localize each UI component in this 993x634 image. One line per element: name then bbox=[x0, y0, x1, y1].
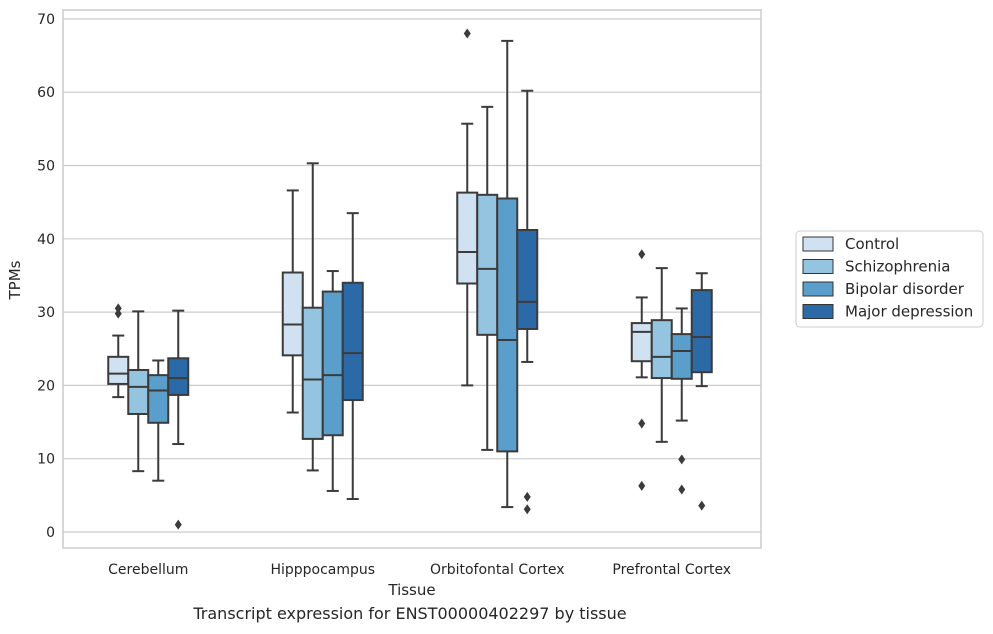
box-2-2 bbox=[496, 39, 519, 509]
box-3-0 bbox=[630, 249, 653, 491]
box-2-3 bbox=[516, 89, 539, 515]
outlier-point bbox=[638, 480, 646, 491]
box-iqr bbox=[456, 191, 479, 285]
legend-frame bbox=[795, 230, 984, 328]
y-tick-label: 20 bbox=[37, 378, 55, 394]
x-tick-labels: Cerebellum Hipppocampus Orbitofontal Corte… bbox=[108, 562, 731, 578]
x-tick-label: Prefrontal Cortex bbox=[612, 562, 731, 578]
x-tick-label: Hipppocampus bbox=[270, 562, 375, 578]
legend-swatch bbox=[802, 304, 834, 319]
y-tick-label: 40 bbox=[37, 232, 55, 248]
outlier-point bbox=[114, 303, 122, 314]
outlier-point bbox=[638, 418, 646, 429]
legend-label: Bipolar disorder bbox=[845, 280, 965, 298]
outlier-point bbox=[678, 484, 686, 495]
box-iqr bbox=[630, 322, 653, 363]
outlier-point bbox=[523, 504, 531, 515]
box-iqr bbox=[670, 333, 693, 380]
box-0-3 bbox=[167, 309, 190, 530]
figure-caption: Transcript expression for ENST0000040229… bbox=[193, 604, 627, 623]
outlier-point bbox=[463, 28, 471, 39]
y-tick-label: 60 bbox=[37, 85, 55, 101]
plot-background bbox=[62, 9, 762, 549]
box-3-1 bbox=[650, 267, 673, 443]
box-iqr bbox=[107, 355, 130, 385]
legend-swatch bbox=[802, 281, 834, 297]
y-axis-label: TPMs bbox=[6, 260, 24, 300]
outlier-point bbox=[523, 491, 531, 502]
box-3-2 bbox=[670, 307, 693, 495]
outlier-point bbox=[174, 519, 182, 530]
box-iqr bbox=[127, 369, 150, 415]
legend: Control Schizophrenia Bipolar disorder Majo… bbox=[795, 230, 984, 328]
outlier-point bbox=[698, 500, 706, 511]
outlier-point bbox=[638, 249, 646, 260]
box-3-3 bbox=[690, 272, 713, 511]
outlier-point bbox=[114, 308, 122, 319]
box-iqr bbox=[281, 271, 304, 357]
y-tick-label: 10 bbox=[37, 452, 55, 468]
box-1-0 bbox=[281, 189, 304, 414]
box-1-3 bbox=[341, 212, 364, 501]
box-iqr bbox=[321, 290, 344, 437]
box-iqr bbox=[476, 193, 499, 336]
y-tick-label: 30 bbox=[37, 305, 55, 321]
legend-swatch bbox=[802, 259, 834, 274]
outlier-point bbox=[678, 454, 686, 465]
box-iqr bbox=[516, 229, 539, 330]
box-0-0 bbox=[107, 303, 130, 399]
x-tick-label: Orbitofontal Cortex bbox=[430, 562, 565, 578]
box-iqr bbox=[690, 289, 713, 374]
legend-label: Schizophrenia bbox=[845, 258, 950, 276]
y-tick-label: 0 bbox=[46, 525, 55, 541]
box-1-1 bbox=[301, 162, 324, 472]
legend-label: Major depression bbox=[845, 303, 973, 321]
y-tick-label: 70 bbox=[37, 12, 55, 28]
legend-label: Control bbox=[845, 235, 899, 253]
y-tick-labels: 0 10 20 30 40 50 60 70 bbox=[37, 12, 55, 541]
box-iqr bbox=[147, 374, 170, 424]
x-tick-label: Cerebellum bbox=[108, 562, 188, 578]
y-tick-label: 50 bbox=[37, 159, 55, 175]
box-iqr bbox=[496, 197, 519, 453]
box-iqr bbox=[301, 306, 324, 440]
box-series bbox=[107, 28, 713, 530]
box-iqr bbox=[650, 319, 673, 380]
x-axis-label: Tissue bbox=[387, 581, 435, 599]
legend-swatch bbox=[802, 236, 834, 252]
box-iqr bbox=[341, 281, 364, 402]
box-0-2 bbox=[147, 359, 170, 482]
box-iqr bbox=[167, 357, 190, 396]
